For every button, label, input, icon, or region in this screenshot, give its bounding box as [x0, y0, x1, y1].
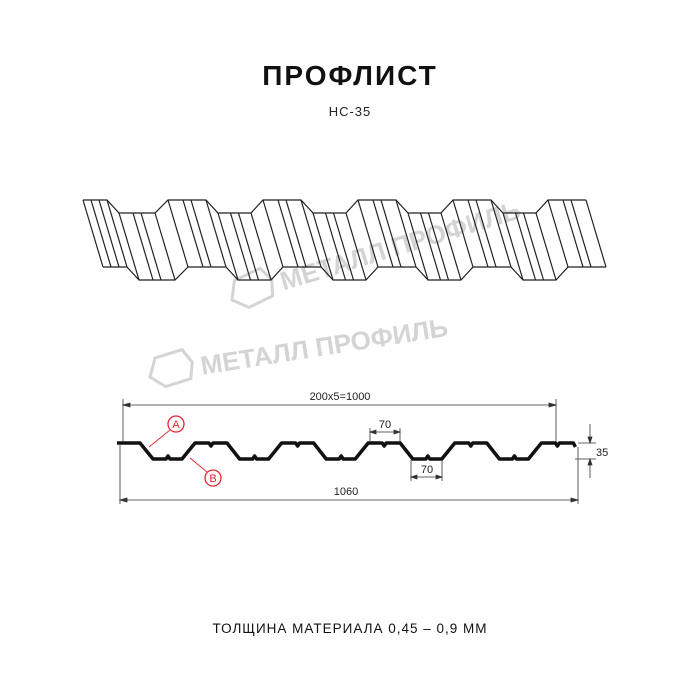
- watermark-logo-icon: [148, 347, 194, 389]
- sheet-fold-line: [345, 212, 367, 281]
- sheet-top-edge: [83, 199, 586, 214]
- sheet-rib-line: [132, 212, 154, 281]
- sheet-rib-line: [90, 199, 112, 268]
- sheet-rib-line: [182, 199, 204, 268]
- sheet-rib-line: [467, 199, 489, 268]
- material-thickness: ТОЛЩИНА МАТЕРИАЛА 0,45 – 0,9 ММ: [212, 621, 488, 636]
- sheet-fold-line: [262, 199, 284, 268]
- product-title: ПРОФЛИСТ: [262, 60, 438, 91]
- sheet-rib-line: [570, 199, 592, 268]
- dim-label-pitch: 200x5=1000: [310, 391, 371, 403]
- sheet-bottom-edge: [103, 266, 606, 281]
- sheet-fold-line: [300, 199, 322, 268]
- svg-text:A: A: [172, 419, 180, 431]
- sheet-fold-line: [312, 212, 334, 281]
- sheet-fold-line: [547, 199, 569, 268]
- sheet-fold-line: [535, 212, 557, 281]
- sheet-fold-line: [395, 199, 417, 268]
- cross-section-profile: [117, 441, 577, 461]
- sheet-rib-line: [190, 199, 212, 268]
- watermark-text: МЕТАЛЛ ПРОФИЛЬ: [276, 195, 524, 297]
- sheet-fold-line: [118, 212, 140, 281]
- sheet-fold-line: [357, 199, 379, 268]
- sheet-rib-line: [380, 199, 402, 268]
- callout-a: A: [148, 415, 185, 448]
- sheet-fold-line: [250, 212, 272, 281]
- sheet-rib-line: [332, 212, 355, 281]
- sheet-fold-line: [407, 212, 429, 281]
- sheet-fold-line: [440, 212, 462, 281]
- sheet-rib-line: [277, 199, 299, 268]
- sheet-fold-line: [167, 199, 189, 268]
- sheet-rib-line: [562, 199, 584, 268]
- sheet-rib-line: [427, 212, 450, 281]
- sheet-fold-line: [154, 212, 176, 281]
- sheet-fold-line: [217, 212, 239, 281]
- sheet-fold-line: [106, 199, 128, 268]
- sheet-fold-line: [205, 199, 227, 268]
- sheet-rib-line: [98, 199, 120, 268]
- watermark-bottom: МЕТАЛЛ ПРОФИЛЬ: [148, 312, 450, 389]
- sheet-fold-line: [82, 199, 104, 268]
- sheet-rib-line: [419, 212, 442, 281]
- product-model: НС-35: [328, 104, 372, 119]
- sheet-rib-line: [140, 212, 162, 281]
- sheet-rib-line: [372, 199, 394, 268]
- sheet-rib-line: [285, 199, 307, 268]
- watermark-text: МЕТАЛЛ ПРОФИЛЬ: [199, 312, 450, 381]
- sheet-fold-line: [452, 199, 474, 268]
- callout-b: B: [189, 457, 222, 487]
- sheet-rib-line: [237, 212, 260, 281]
- sheet-fold-line: [502, 212, 524, 281]
- sheet-rib-line: [522, 212, 545, 281]
- watermark-top: МЕТАЛЛ ПРОФИЛЬ: [230, 195, 524, 310]
- sheet-rib-line: [324, 212, 347, 281]
- dim-label-top-flat: 70: [379, 419, 391, 431]
- sheet-rib-line: [514, 212, 537, 281]
- sheet-fold-line: [490, 199, 512, 268]
- watermark-logo-icon: [230, 266, 275, 310]
- dim-label-bottom-flat: 70: [421, 464, 433, 476]
- sheet-rib-line: [229, 212, 252, 281]
- sheet-rib-line: [475, 199, 497, 268]
- sheet-fold-line: [585, 199, 607, 268]
- dim-label-overall: 1060: [334, 486, 358, 498]
- svg-text:B: B: [209, 473, 216, 485]
- dim-label-height: 35: [596, 447, 608, 459]
- sheet-3d-view: [82, 199, 607, 281]
